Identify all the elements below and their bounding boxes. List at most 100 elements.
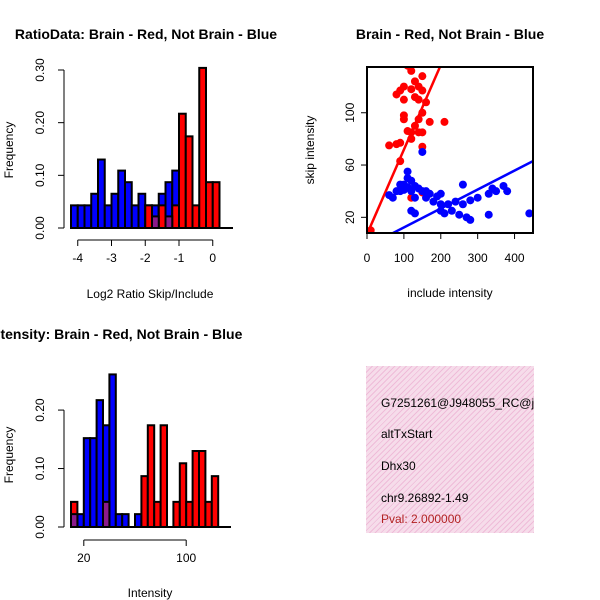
- ratio_hist-bar-brain: [157, 204, 167, 229]
- scatter-point-not-brain: [429, 197, 438, 206]
- intensity_hist-bar-overlap: [102, 500, 111, 529]
- ratio_hist-y-tick-label: 0.10: [33, 163, 47, 187]
- ratio_hist-bar-not-brain: [137, 192, 147, 229]
- scatter-point-not-brain: [392, 187, 401, 196]
- scatter-point-brain: [392, 90, 401, 99]
- ratio_hist-bar-brain: [205, 181, 214, 229]
- ratio_hist-y-tick-label: 0.20: [33, 111, 47, 135]
- ratio_hist-bar-overlap: [164, 215, 174, 229]
- ratio_hist-bar-not-brain: [117, 169, 126, 230]
- scatter-frame: [366, 66, 534, 234]
- scatter-y-tick-label: 20: [343, 210, 357, 224]
- intensity-hist-title: Gene Itensity: Brain - Red, Not Brain - …: [0, 326, 243, 342]
- ratio_hist-bar-not-brain: [110, 192, 120, 229]
- scatter-y-label: skip intensity: [303, 116, 317, 185]
- ratio_hist-bar-not-brain: [130, 204, 140, 229]
- scatter-point-not-brain: [455, 210, 464, 219]
- scatter-point-brain: [385, 141, 394, 150]
- scatter-point-not-brain: [388, 193, 397, 202]
- scatter-point-brain: [440, 117, 449, 126]
- ratio-hist-x-label: Log2 Ratio Skip/Include: [87, 287, 214, 301]
- scatter-y-tick-label: 100: [343, 102, 357, 122]
- scatter-point-not-brain: [407, 187, 416, 196]
- info-pval: Pval: 2.000000: [381, 512, 462, 526]
- ratio_hist-bar-brain: [198, 66, 207, 230]
- scatter-point-not-brain: [458, 200, 467, 209]
- scatter-point-brain: [392, 140, 401, 149]
- scatter-x-tick-label: 100: [394, 251, 414, 265]
- scatter-point-not-brain: [473, 193, 482, 202]
- scatter-title: Brain - Red, Not Brain - Blue: [356, 26, 544, 42]
- intensity-hist-x-label: Intensity: [128, 586, 173, 600]
- ratio_hist-bar-not-brain: [83, 204, 93, 229]
- ratio_hist-bar-overlap: [151, 215, 160, 229]
- ratio_hist-x-tick-label: -4: [72, 251, 83, 265]
- ratio_hist-bar-brain: [211, 181, 221, 229]
- intensity_hist-y-tick-label: 0.20: [33, 398, 47, 422]
- ratio_hist-x-tick-label: 0: [209, 251, 216, 265]
- ratio_hist-bar-not-brain: [90, 192, 99, 229]
- scatter-point-not-brain: [436, 189, 445, 198]
- scatter-point-not-brain: [447, 206, 456, 215]
- scatter-point-not-brain: [440, 209, 449, 218]
- intensity_hist-x-tick-label: 100: [176, 551, 196, 565]
- scatter-x-tick-label: 200: [431, 251, 451, 265]
- ratio_hist-y-tick-label: 0.00: [33, 216, 47, 240]
- intensity-hist-y-label: Frequency: [2, 427, 16, 484]
- intensity_hist-y-tick-label: 0.00: [33, 515, 47, 539]
- ratio_hist-x-tick-label: -1: [174, 251, 185, 265]
- ratio_hist-bar-brain: [184, 135, 194, 229]
- ratio_hist-bar-not-brain: [124, 181, 133, 229]
- scatter-point-not-brain: [403, 167, 412, 176]
- scatter-x-tick-label: 0: [364, 251, 371, 265]
- scatter-point-brain: [407, 67, 416, 75]
- intensity_hist-bar-brain: [159, 424, 169, 528]
- intensity_hist-y-tick-label: 0.10: [33, 457, 47, 481]
- scatter-point-not-brain: [410, 209, 419, 218]
- scatter-point-brain: [414, 95, 423, 104]
- scatter-point-not-brain: [466, 196, 475, 205]
- intensity_hist-bar-overlap: [70, 513, 79, 529]
- ratio_hist-x-tick-label: -3: [106, 251, 117, 265]
- scatter-line-brain-fit: [367, 67, 442, 233]
- scatter-point-brain: [399, 95, 408, 104]
- scatter-line-not-brain-fit: [390, 159, 533, 233]
- scatter-point-brain: [399, 115, 408, 124]
- info-probe-id: G7251261@J948055_RC@j_at: [381, 396, 534, 410]
- ratio_hist-bar-brain: [178, 112, 187, 229]
- info-event-type: altTxStart: [381, 427, 433, 441]
- scatter-point-brain: [407, 85, 416, 94]
- scatter-point-not-brain: [503, 187, 512, 196]
- scatter-point-brain: [418, 86, 427, 95]
- scatter-point-not-brain: [422, 193, 431, 202]
- intensity_hist-bar-not-brain: [121, 513, 130, 529]
- ratio_hist-bar-not-brain: [70, 204, 79, 229]
- scatter-point-not-brain: [410, 193, 419, 202]
- ratio_hist-bar-not-brain: [97, 158, 106, 230]
- ratio_hist-bar-not-brain: [76, 204, 86, 229]
- scatter-x-label: include intensity: [407, 286, 492, 300]
- scatter-x-tick-label: 400: [505, 251, 525, 265]
- scatter-point-not-brain: [458, 180, 467, 189]
- scatter-point-not-brain: [492, 187, 501, 196]
- ratio-hist-title: RatioData: Brain - Red, Not Brain - Blue: [15, 26, 277, 42]
- scatter-point-not-brain: [418, 147, 427, 156]
- info-gene-name: Dhx30: [381, 459, 416, 473]
- ratio_hist-bar-not-brain: [103, 204, 113, 229]
- ratio_hist-bar-brain: [144, 204, 153, 229]
- ratio_hist-bar-brain: [171, 204, 180, 229]
- scatter-y-tick-label: 60: [343, 158, 357, 172]
- scatter-point-brain: [425, 117, 434, 126]
- ratio_hist-x-tick-label: -2: [140, 251, 151, 265]
- info-location: chr9.26892-1.49: [381, 491, 469, 505]
- intensity_hist-x-tick-label: 20: [77, 551, 91, 565]
- scatter-point-brain: [418, 128, 427, 137]
- scatter-x-tick-label: 300: [468, 251, 488, 265]
- intensity_hist-bar-brain: [210, 475, 220, 528]
- info-panel: G7251261@J948055_RC@j_at altTxStart Dhx3…: [366, 366, 534, 533]
- ratio-hist-y-label: Frequency: [2, 122, 16, 179]
- scatter-point-not-brain: [484, 210, 493, 219]
- scatter-point-brain: [418, 72, 427, 81]
- scatter-point-not-brain: [466, 215, 475, 224]
